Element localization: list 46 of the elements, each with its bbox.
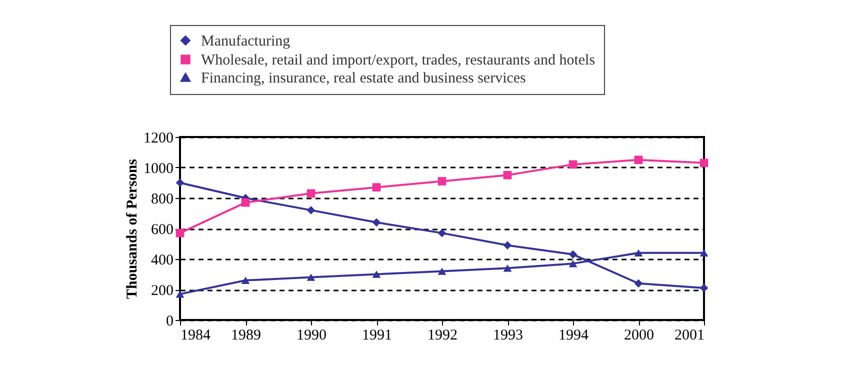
point xyxy=(438,268,446,275)
point xyxy=(241,198,250,207)
legend-label: Wholesale, retail and import/export, trades, restaurants and hotels xyxy=(201,52,596,68)
point xyxy=(372,270,381,278)
point xyxy=(700,284,708,292)
point xyxy=(241,276,250,284)
y-tick-label: 1000 xyxy=(144,161,174,177)
point xyxy=(306,274,316,281)
point xyxy=(700,249,708,257)
point xyxy=(700,158,708,168)
point xyxy=(438,228,446,238)
x-tick-label: 1990 xyxy=(296,328,326,344)
y-tick-label: 200 xyxy=(151,283,174,299)
x-tick-label: 2000 xyxy=(624,328,654,344)
y-tick-label: 600 xyxy=(151,222,174,238)
point xyxy=(634,249,643,257)
y-tick-label: 0 xyxy=(166,314,174,330)
point xyxy=(503,264,512,272)
point xyxy=(634,279,643,288)
point xyxy=(306,189,316,198)
point xyxy=(372,218,381,227)
y-axis-title: Thousands of Persons xyxy=(124,158,140,300)
x-tick-label: 2001 xyxy=(674,328,704,344)
x-tick-label: 1991 xyxy=(362,328,392,344)
point xyxy=(503,241,512,250)
x-tick-label: 1989 xyxy=(231,328,261,344)
point xyxy=(176,178,184,187)
point xyxy=(176,290,184,298)
x-tick-label: 1993 xyxy=(493,328,523,344)
point xyxy=(306,206,316,214)
point xyxy=(438,177,446,186)
point xyxy=(176,228,184,238)
x-tick-label: 1992 xyxy=(428,328,458,344)
y-tick-label: 800 xyxy=(151,192,174,208)
y-tick-label: 400 xyxy=(151,252,174,268)
x-tick-label: 1984 xyxy=(180,328,211,344)
point xyxy=(568,250,578,259)
point xyxy=(634,156,643,164)
point xyxy=(503,170,512,180)
legend-label: Manufacturing xyxy=(201,34,291,50)
point xyxy=(568,160,578,169)
x-tick-label: 1994 xyxy=(558,328,589,344)
point xyxy=(372,183,381,192)
point xyxy=(568,260,578,268)
y-tick-label: 1200 xyxy=(144,130,174,146)
legend-label: Financing, insurance, real estate and business services xyxy=(201,70,526,86)
